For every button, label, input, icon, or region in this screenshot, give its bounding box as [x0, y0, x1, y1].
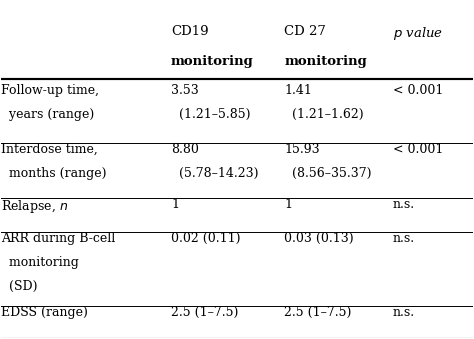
Text: 2.5 (1–7.5): 2.5 (1–7.5): [171, 306, 238, 319]
Text: monitoring: monitoring: [171, 55, 254, 68]
Text: (8.56–35.37): (8.56–35.37): [284, 167, 372, 180]
Text: (SD): (SD): [1, 280, 38, 293]
Text: n.s.: n.s.: [392, 306, 415, 319]
Text: ARR during B-cell: ARR during B-cell: [1, 232, 116, 245]
Text: 2.5 (1–7.5): 2.5 (1–7.5): [284, 306, 352, 319]
Text: 1: 1: [171, 198, 179, 211]
Text: monitoring: monitoring: [284, 55, 367, 68]
Text: (1.21–5.85): (1.21–5.85): [171, 108, 251, 121]
Text: Follow-up time,: Follow-up time,: [1, 84, 100, 97]
Text: CD19: CD19: [171, 25, 209, 38]
Text: 3.53: 3.53: [171, 84, 199, 97]
Text: 1.41: 1.41: [284, 84, 312, 97]
Text: EDSS (range): EDSS (range): [1, 306, 88, 319]
Text: 0.03 (0.13): 0.03 (0.13): [284, 232, 354, 245]
Text: $p$ value: $p$ value: [392, 25, 443, 42]
Text: < 0.001: < 0.001: [392, 143, 443, 156]
Text: < 0.001: < 0.001: [392, 84, 443, 97]
Text: years (range): years (range): [1, 108, 95, 121]
Text: n.s.: n.s.: [392, 232, 415, 245]
Text: CD 27: CD 27: [284, 25, 326, 38]
Text: 8.80: 8.80: [171, 143, 199, 156]
Text: n.s.: n.s.: [392, 198, 415, 211]
Text: Interdose time,: Interdose time,: [1, 143, 98, 156]
Text: 15.93: 15.93: [284, 143, 320, 156]
Text: Relapse, $n$: Relapse, $n$: [1, 198, 68, 215]
Text: monitoring: monitoring: [1, 256, 79, 269]
Text: months (range): months (range): [1, 167, 107, 180]
Text: 0.02 (0.11): 0.02 (0.11): [171, 232, 240, 245]
Text: (1.21–1.62): (1.21–1.62): [284, 108, 364, 121]
Text: 1: 1: [284, 198, 292, 211]
Text: (5.78–14.23): (5.78–14.23): [171, 167, 258, 180]
